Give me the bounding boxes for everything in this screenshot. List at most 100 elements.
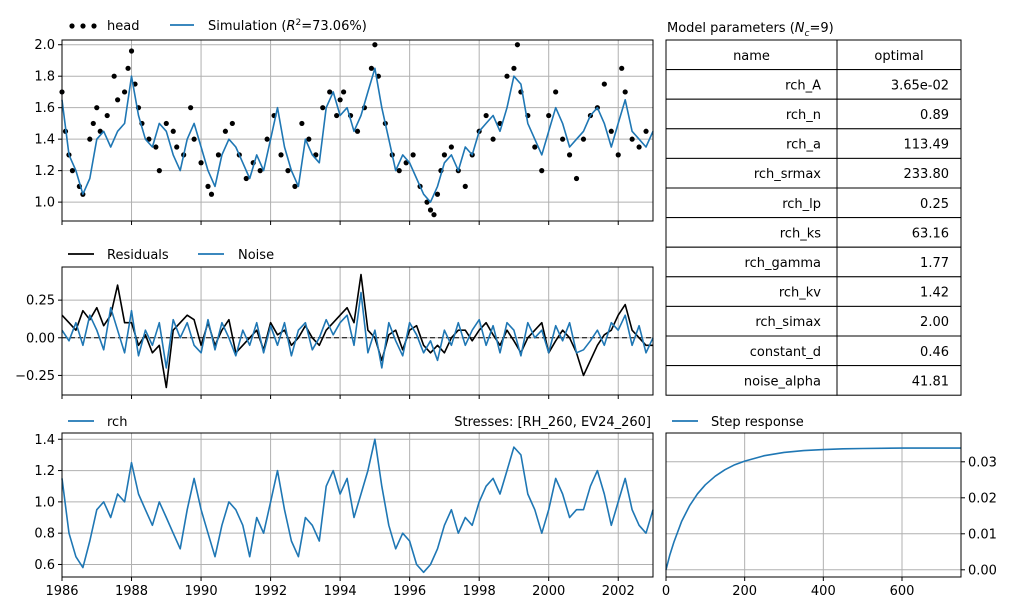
head-point — [514, 42, 521, 48]
rch-data — [61, 438, 654, 574]
head-point — [125, 65, 131, 71]
table-cell — [665, 246, 838, 278]
head-panel: 1.0 1.2 1.4 1.6 1.8 2.0 head Simulation (R2=7… — [34, 18, 654, 225]
head-point — [146, 136, 152, 142]
step-legend: Step response — [672, 415, 804, 430]
head-x-ticks — [61, 221, 619, 225]
stresses-label: Stresses: [RH_260, EV24_260] — [454, 415, 651, 430]
x-tick-label: 400 — [811, 584, 836, 599]
table-cell — [836, 98, 962, 130]
param-value: 0.46 — [920, 345, 949, 360]
y-tick-label: 1.0 — [34, 495, 55, 510]
head-point — [334, 112, 340, 119]
legend-rch-label: rch — [107, 415, 127, 430]
table-cell — [836, 69, 962, 100]
y-tick-label: 0.25 — [26, 294, 55, 309]
param-value: 0.89 — [920, 108, 949, 123]
head-point — [566, 152, 573, 158]
head-point — [327, 89, 333, 95]
head-point — [608, 128, 614, 134]
head-point — [354, 128, 361, 134]
param-name: rch_lp — [782, 197, 821, 212]
step-data — [665, 447, 961, 571]
rch-y-ticks: 0.6 0.8 1.0 1.2 1.4 — [34, 433, 62, 573]
head-point — [441, 152, 448, 158]
y-tick-label: 1.4 — [34, 433, 55, 448]
head-point — [560, 136, 566, 142]
head-point — [285, 168, 291, 174]
step-response-series-line — [665, 447, 961, 571]
head-point — [153, 144, 159, 150]
y-tick-label: 1.2 — [34, 464, 55, 479]
noise-series-line — [61, 291, 654, 369]
residuals-axes-frame — [61, 266, 654, 396]
head-point — [629, 136, 635, 142]
head-point — [619, 65, 625, 71]
head-point — [215, 152, 222, 158]
head-point — [128, 48, 135, 54]
table-cell — [665, 98, 838, 130]
legend-noise-label: Noise — [238, 248, 274, 263]
legend-head-marker — [91, 23, 97, 29]
head-point — [553, 89, 559, 95]
head-point — [205, 183, 211, 189]
head-point — [636, 144, 642, 150]
table-cell — [836, 187, 962, 219]
head-point — [396, 168, 402, 174]
head-point — [410, 152, 416, 158]
param-value: 3.65e-02 — [891, 78, 949, 93]
y-tick-label: 0.6 — [34, 558, 55, 573]
head-point — [170, 128, 176, 134]
head-point — [292, 183, 298, 189]
residuals-panel: −0.25 0.00 0.25 Residuals Noise — [15, 248, 654, 399]
table-cell — [836, 157, 962, 189]
head-point — [601, 81, 607, 87]
head-point — [278, 152, 284, 158]
residuals-y-ticks: −0.25 0.00 0.25 — [15, 294, 62, 384]
head-point — [340, 89, 347, 95]
head-point — [580, 136, 587, 142]
table-cell — [836, 365, 962, 396]
head-point — [191, 136, 197, 142]
legend-head-label: head — [107, 19, 139, 34]
x-tick-label: 1996 — [393, 584, 426, 599]
table-cell — [836, 276, 962, 307]
x-tick-label: 600 — [890, 584, 915, 599]
rch-panel: 0.6 0.8 1.0 1.2 1.4 1986 1988 1990 1992 1994 1996… — [34, 415, 654, 599]
head-point — [504, 73, 510, 79]
head-point — [490, 136, 496, 142]
head-point — [94, 105, 100, 111]
residuals-x-ticks — [61, 395, 619, 399]
head-point — [372, 42, 378, 48]
x-tick-label: 1992 — [254, 584, 287, 599]
head-point — [434, 191, 441, 197]
y-tick-label: 0.01 — [968, 527, 997, 542]
step-x-ticks: 0 200 400 600 — [662, 577, 915, 599]
head-point — [104, 112, 110, 119]
head-point — [643, 128, 649, 134]
table-cell — [836, 217, 962, 248]
head-point — [243, 175, 249, 182]
head-point — [90, 120, 96, 127]
rch-legend: rch Stresses: [RH_260, EV24_260] — [68, 415, 651, 430]
head-point — [163, 120, 169, 127]
head-point — [462, 183, 468, 189]
x-tick-label: 1990 — [185, 584, 218, 599]
head-point — [573, 175, 580, 182]
head-point — [188, 105, 194, 111]
head-point — [156, 168, 162, 174]
param-name: constant_d — [750, 345, 821, 360]
y-tick-label: 0.00 — [26, 331, 55, 346]
head-point — [299, 120, 305, 127]
y-tick-label: 1.0 — [34, 196, 55, 211]
param-name: rch_n — [786, 108, 821, 123]
table-body: name optimal rch_A 3.65e-02 rch_n 0.89 rch_a 11… — [665, 39, 962, 396]
legend-step-label: Step response — [711, 415, 804, 430]
param-name: rch_A — [785, 78, 821, 93]
x-tick-label: 0 — [662, 584, 670, 599]
table-cell — [665, 157, 838, 189]
y-tick-label: 1.2 — [34, 164, 55, 179]
head-point — [198, 160, 204, 166]
x-tick-label: 2002 — [602, 584, 635, 599]
y-tick-label: 1.8 — [34, 70, 55, 85]
